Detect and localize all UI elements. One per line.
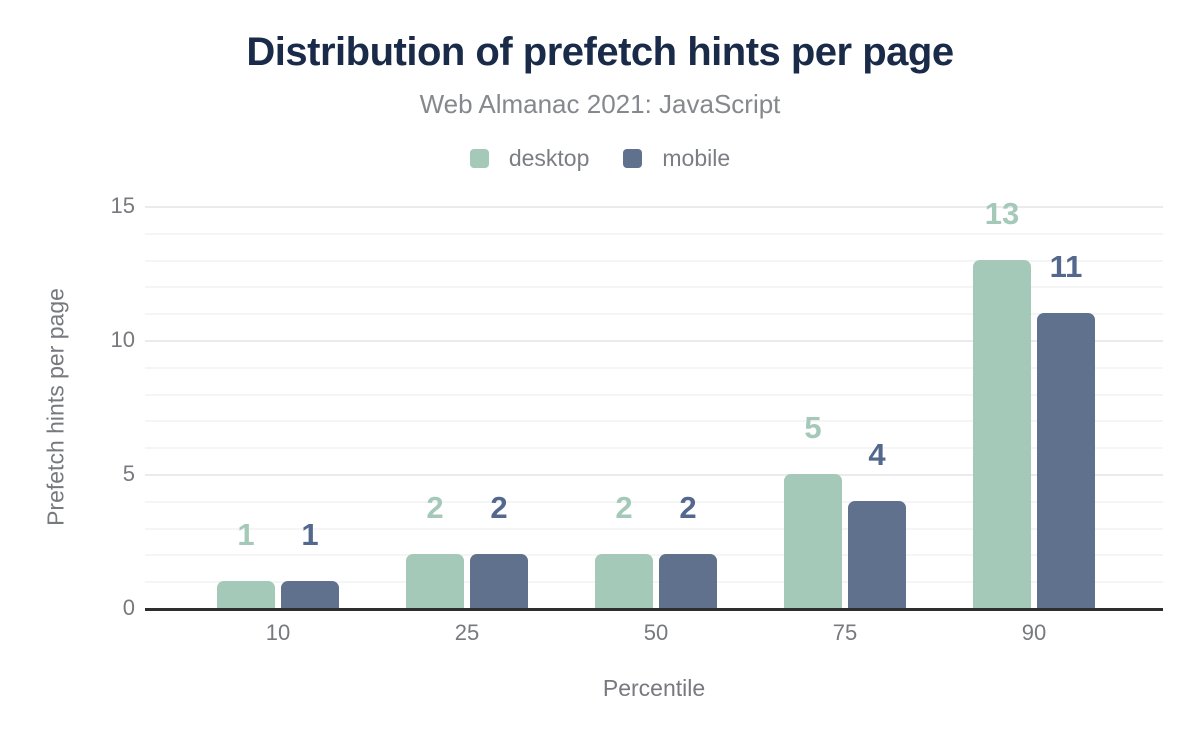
gridline-y1 [145, 581, 1163, 584]
legend-label-mobile: mobile [662, 145, 731, 171]
x-tick-label-10: 10 [265, 620, 291, 645]
gridline-y6 [145, 447, 1163, 450]
chart-subtitle: Web Almanac 2021: JavaScript [419, 89, 781, 119]
chart-title: Distribution of prefetch hints per page [246, 30, 954, 74]
gridline-y5 [145, 474, 1163, 476]
plot-area: 1 2 2 5 13 1 2 2 4 11 [145, 198, 1163, 611]
x-axis-title: Percentile [602, 675, 706, 701]
gridline-y3 [145, 527, 1163, 530]
bar-value-label-desktop-p50: 2 [615, 490, 633, 526]
gridline-y15 [145, 206, 1163, 208]
bar-value-label-mobile-p25: 2 [490, 490, 508, 526]
legend-item-desktop[interactable]: desktop [469, 145, 590, 172]
bar-mobile-p75 [848, 500, 906, 608]
gridline-y12 [145, 286, 1163, 289]
bar-value-label-desktop-p10: 1 [237, 517, 255, 553]
gridline-y10 [145, 340, 1163, 342]
y-tick-label-0: 0 [122, 595, 135, 620]
bar-mobile-p25 [470, 554, 528, 608]
x-axis-ticks: 10 25 50 75 90 [145, 620, 1163, 648]
bar-mobile-p50 [659, 554, 717, 608]
gridline-y11 [145, 313, 1163, 316]
x-tick-label-50: 50 [643, 620, 669, 645]
gridline-y14 [145, 232, 1163, 235]
bar-value-label-desktop-p25: 2 [426, 490, 444, 526]
bar-value-label-mobile-p75: 4 [868, 436, 886, 472]
gridline-y13 [145, 259, 1163, 262]
bar-value-label-mobile-p10: 1 [301, 517, 319, 553]
bar-mobile-p10 [281, 581, 339, 608]
bar-value-label-mobile-p90: 11 [1049, 249, 1083, 285]
bar-desktop-p75 [784, 474, 842, 608]
bar-desktop-p10 [217, 581, 275, 608]
gridline-y2 [145, 554, 1163, 557]
y-tick-label-15: 15 [110, 193, 135, 218]
legend-item-mobile[interactable]: mobile [623, 145, 730, 172]
bar-value-label-desktop-p90: 13 [984, 195, 1020, 231]
legend-swatch-desktop-icon [469, 149, 489, 168]
y-tick-label-10: 10 [110, 327, 135, 352]
gridline-y9 [145, 366, 1163, 369]
bar-desktop-p25 [406, 554, 464, 608]
legend: desktop mobile [0, 145, 1200, 172]
gridline-y8 [145, 393, 1163, 396]
y-tick-label-5: 5 [122, 461, 135, 486]
x-tick-label-90: 90 [1021, 620, 1047, 645]
bar-desktop-p50 [595, 554, 653, 608]
x-tick-label-25: 25 [454, 620, 480, 645]
gridline-y4 [145, 500, 1163, 503]
y-axis-title: Prefetch hints per page [42, 288, 69, 526]
x-tick-label-75: 75 [832, 620, 858, 645]
legend-label-desktop: desktop [508, 145, 590, 171]
bar-value-label-mobile-p50: 2 [679, 490, 697, 526]
y-axis-ticks: 0 5 10 15 [75, 0, 135, 742]
bar-value-label-desktop-p75: 5 [804, 410, 822, 445]
bar-mobile-p90 [1037, 313, 1095, 608]
legend-swatch-mobile-icon [623, 149, 643, 168]
gridline-y7 [145, 420, 1163, 423]
bar-desktop-p90 [973, 259, 1031, 608]
